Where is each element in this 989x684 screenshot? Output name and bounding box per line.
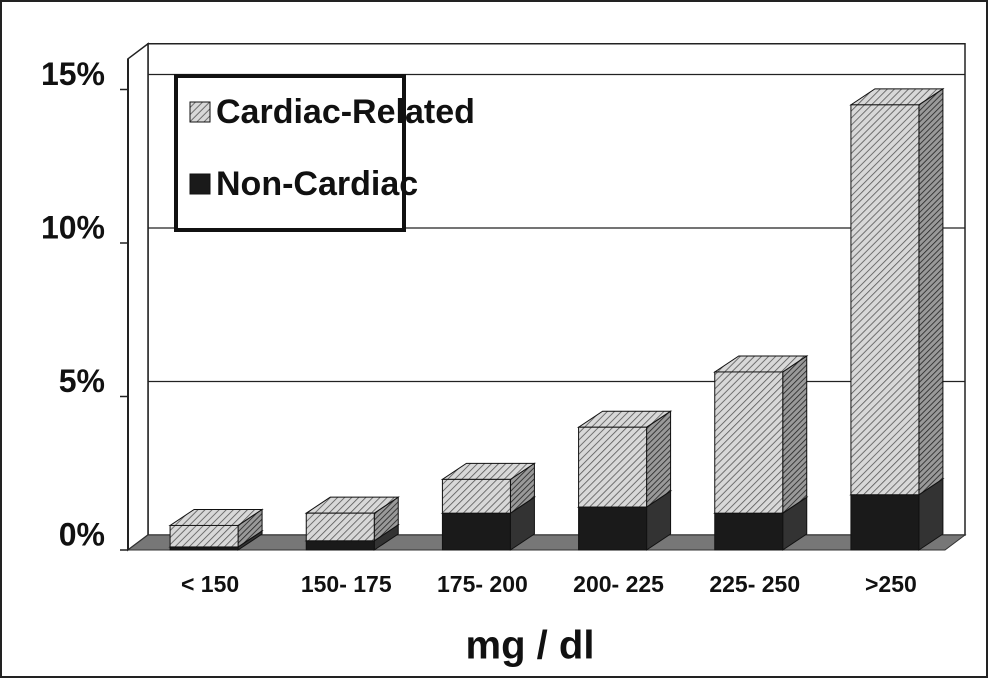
bar-side xyxy=(918,87,944,496)
y-tick-label: 15% xyxy=(41,56,105,92)
bar xyxy=(169,524,239,548)
bar-side xyxy=(782,355,808,515)
x-tick-label: 175- 200 xyxy=(437,571,528,597)
y-tick-label: 10% xyxy=(41,209,105,245)
legend-label: Cardiac-Related xyxy=(216,93,475,131)
y-tick-label: 5% xyxy=(59,363,105,399)
bar xyxy=(578,506,648,551)
side-wall xyxy=(127,42,149,552)
bar-side xyxy=(646,410,672,508)
x-axis-label: mg / dl xyxy=(466,624,595,668)
legend-swatch xyxy=(189,101,211,123)
bar xyxy=(441,512,511,551)
bar xyxy=(714,371,784,514)
bar xyxy=(578,426,648,508)
x-tick-label: < 150 xyxy=(181,571,239,597)
x-tick-label: 200- 225 xyxy=(573,571,664,597)
x-tick-label: >250 xyxy=(865,571,917,597)
bar xyxy=(441,478,511,514)
x-tick-label: 150- 175 xyxy=(301,571,392,597)
x-tick-label: 225- 250 xyxy=(709,571,800,597)
legend-box xyxy=(174,74,406,232)
bar xyxy=(850,104,920,496)
bar xyxy=(850,494,920,551)
bar xyxy=(305,540,375,551)
bar xyxy=(305,512,375,542)
y-tick-label: 0% xyxy=(59,516,105,552)
legend-label: Non-Cardiac xyxy=(216,165,418,203)
bar xyxy=(714,512,784,551)
plot-area: 0% 5% 10% 15% < 150 150- 175 175- 200 200- 225 2… xyxy=(41,42,967,597)
legend-swatch xyxy=(189,173,211,195)
legend: Cardiac-Related Non-Cardiac xyxy=(174,74,475,232)
